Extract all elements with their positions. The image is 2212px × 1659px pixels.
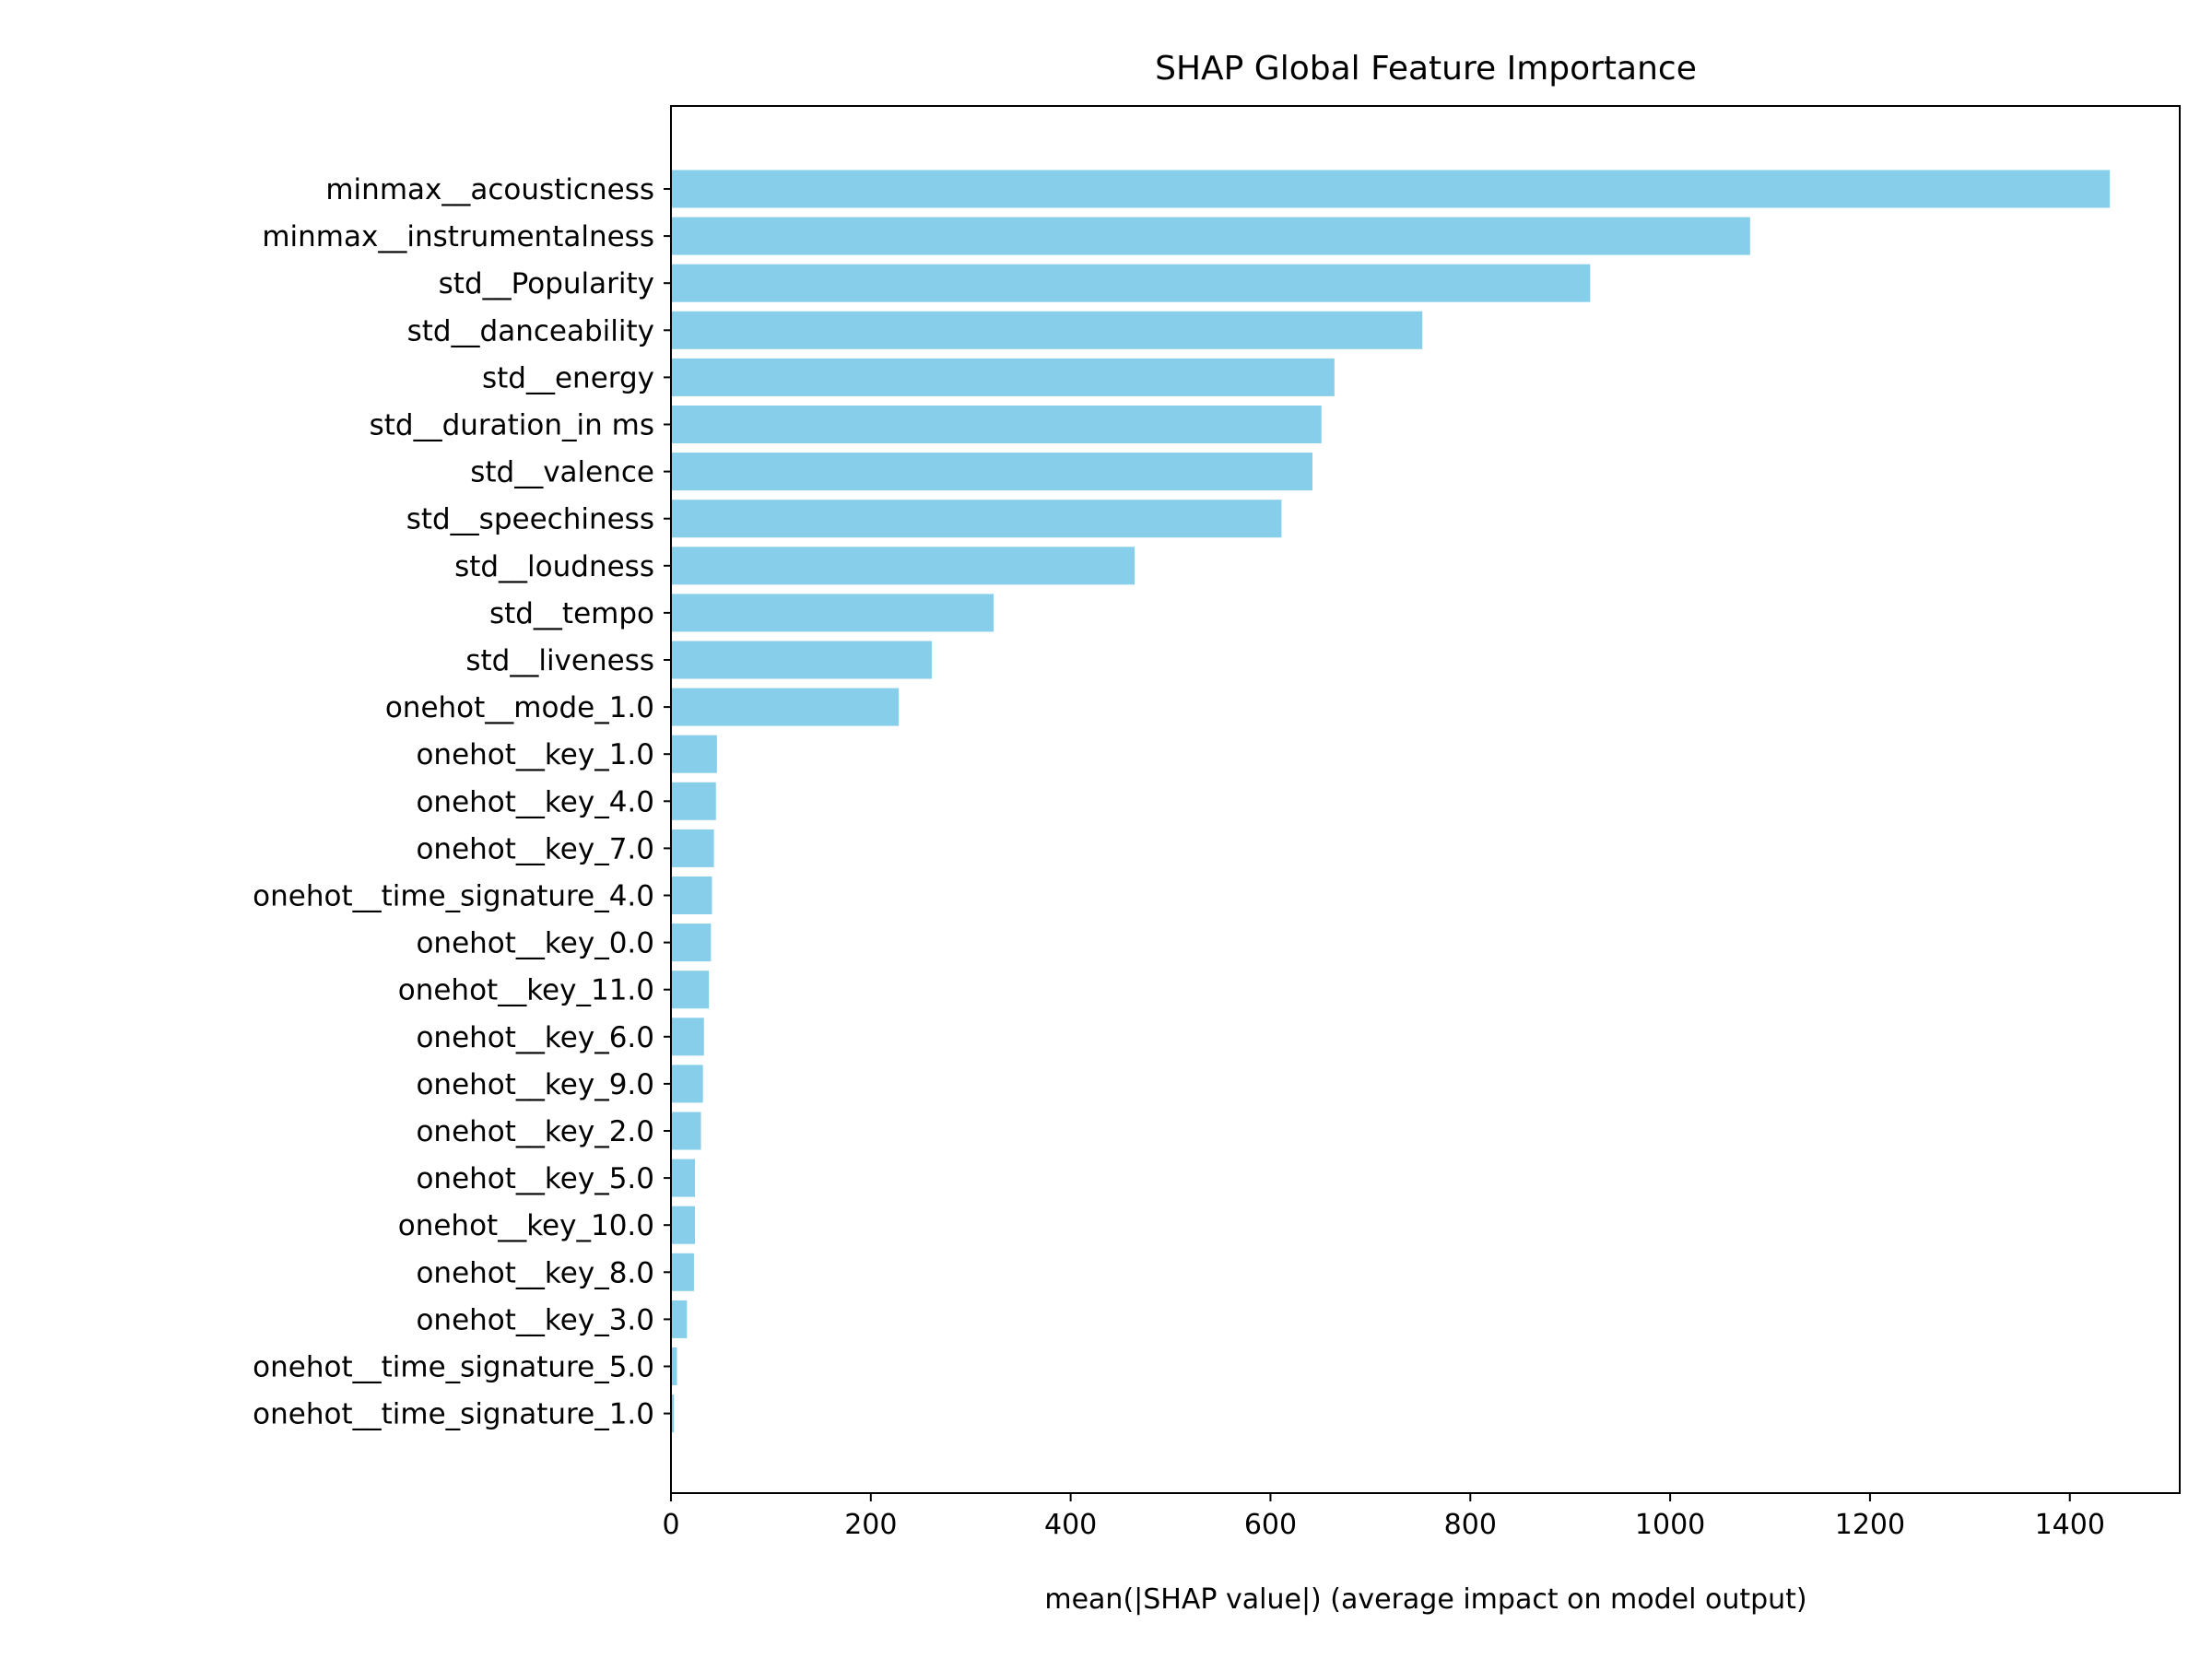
y-tick-label: std__danceability (407, 314, 654, 347)
y-tick-labels: minmax__acousticness minmax__instrumental… (253, 173, 671, 1431)
bar (671, 1065, 703, 1103)
y-tick-label: onehot__key_2.0 (416, 1115, 654, 1148)
y-tick-label: onehot__mode_1.0 (385, 691, 654, 724)
bar (671, 971, 710, 1009)
bar (671, 1206, 696, 1244)
bar (671, 1018, 704, 1056)
x-tick-label: 1000 (1635, 1509, 1705, 1541)
y-tick-label: onehot__key_1.0 (416, 738, 654, 771)
bar (671, 829, 714, 867)
x-tick-label: 1200 (1835, 1509, 1905, 1541)
bar (671, 1300, 688, 1338)
x-tick-label: 600 (1244, 1509, 1297, 1541)
bar (671, 1394, 675, 1433)
plot-area-frame (670, 105, 2181, 1494)
y-tick-label: onehot__key_9.0 (416, 1068, 654, 1101)
x-tick-label: 400 (1044, 1509, 1097, 1541)
y-tick-label: onehot__key_4.0 (416, 785, 654, 818)
bar (671, 406, 1322, 443)
bar (671, 924, 712, 962)
x-tick-label: 800 (1444, 1509, 1497, 1541)
y-tick-label: onehot__key_5.0 (416, 1162, 654, 1195)
x-tick-label: 200 (844, 1509, 897, 1541)
y-tick-label: onehot__time_signature_4.0 (253, 880, 654, 913)
y-tick-label: std__tempo (489, 597, 654, 630)
x-axis-label: mean(|SHAP value|) (average impact on mo… (1044, 1583, 1806, 1616)
bar (671, 264, 1591, 302)
y-tick-label: std__valence (470, 456, 654, 489)
bar (671, 877, 712, 914)
bar (671, 1347, 677, 1385)
y-tick-label: std__energy (482, 361, 654, 394)
x-tick-label: 0 (662, 1509, 679, 1541)
x-axis: 0 200 400 600 800 1000 1200 1400 (662, 1493, 2105, 1541)
y-tick-label: onehot__key_3.0 (416, 1303, 654, 1336)
bar (671, 782, 716, 820)
y-tick-label: onehot__key_0.0 (416, 927, 654, 960)
bar (671, 1112, 701, 1150)
bar (671, 547, 1135, 585)
y-tick-label: std__liveness (465, 644, 654, 677)
bar (671, 358, 1335, 396)
y-tick-label: std__loudness (454, 550, 654, 583)
bar (671, 1159, 696, 1197)
bars-group (671, 170, 2111, 1433)
y-tick-label: onehot__time_signature_5.0 (253, 1351, 654, 1384)
x-tick-label: 1400 (2035, 1509, 2105, 1541)
y-tick-label: minmax__acousticness (325, 173, 654, 206)
bar (671, 594, 994, 632)
bar (671, 500, 1282, 538)
y-tick-label: onehot__key_8.0 (416, 1256, 654, 1289)
chart-title: SHAP Global Feature Importance (1155, 50, 1697, 88)
y-tick-label: onehot__time_signature_1.0 (253, 1398, 654, 1431)
y-tick-label: onehot__key_7.0 (416, 832, 654, 865)
y-tick-label: minmax__instrumentalness (262, 220, 654, 253)
y-tick-label: std__duration_in ms (370, 409, 654, 442)
y-tick-label: std__speechiness (406, 503, 654, 536)
bar (671, 453, 1312, 491)
y-tick-label: onehot__key_10.0 (398, 1209, 654, 1242)
bar (671, 311, 1423, 349)
y-tick-label: onehot__key_6.0 (416, 1021, 654, 1054)
bar (671, 735, 717, 773)
bar (671, 688, 900, 726)
bar (671, 1253, 694, 1291)
bar (671, 641, 932, 679)
bar (671, 170, 2111, 208)
bar (671, 217, 1750, 255)
y-tick-label: onehot__key_11.0 (398, 974, 654, 1007)
y-tick-label: std__Popularity (439, 267, 654, 300)
